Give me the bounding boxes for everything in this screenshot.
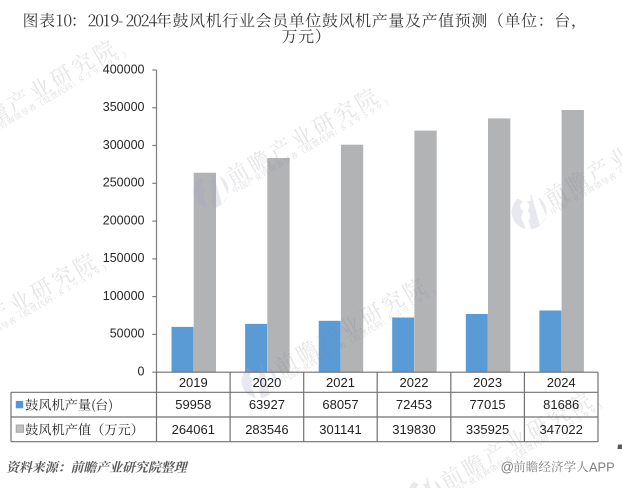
svg-text:2023: 2023 <box>473 375 502 390</box>
svg-text:2020: 2020 <box>252 375 281 390</box>
svg-text:72453: 72453 <box>396 397 432 412</box>
svg-text:81686: 81686 <box>543 397 579 412</box>
svg-text:2024: 2024 <box>547 375 576 390</box>
svg-text:2019: 2019 <box>179 375 208 390</box>
svg-text:59958: 59958 <box>175 397 211 412</box>
svg-text:350000: 350000 <box>103 100 145 114</box>
svg-text:77015: 77015 <box>470 397 506 412</box>
svg-text:347022: 347022 <box>540 422 583 437</box>
svg-text:2021: 2021 <box>326 375 355 390</box>
svg-text:150000: 150000 <box>103 251 145 265</box>
svg-text:300000: 300000 <box>103 138 145 152</box>
svg-text:2022: 2022 <box>400 375 429 390</box>
svg-text:100000: 100000 <box>103 289 145 303</box>
svg-text:283546: 283546 <box>245 422 288 437</box>
svg-text:335925: 335925 <box>466 422 509 437</box>
svg-text:@: @ <box>501 459 515 474</box>
svg-text:319830: 319830 <box>392 422 435 437</box>
svg-text:301141: 301141 <box>319 422 361 437</box>
svg-text:200000: 200000 <box>103 213 145 227</box>
svg-text:0: 0 <box>138 365 145 379</box>
svg-text:68057: 68057 <box>322 397 358 412</box>
svg-text:63927: 63927 <box>249 397 285 412</box>
svg-text:50000: 50000 <box>110 327 145 341</box>
svg-text:250000: 250000 <box>103 176 145 190</box>
svg-text:400000: 400000 <box>103 62 145 76</box>
svg-text:APP: APP <box>589 459 615 474</box>
svg-text:264061: 264061 <box>172 422 215 437</box>
